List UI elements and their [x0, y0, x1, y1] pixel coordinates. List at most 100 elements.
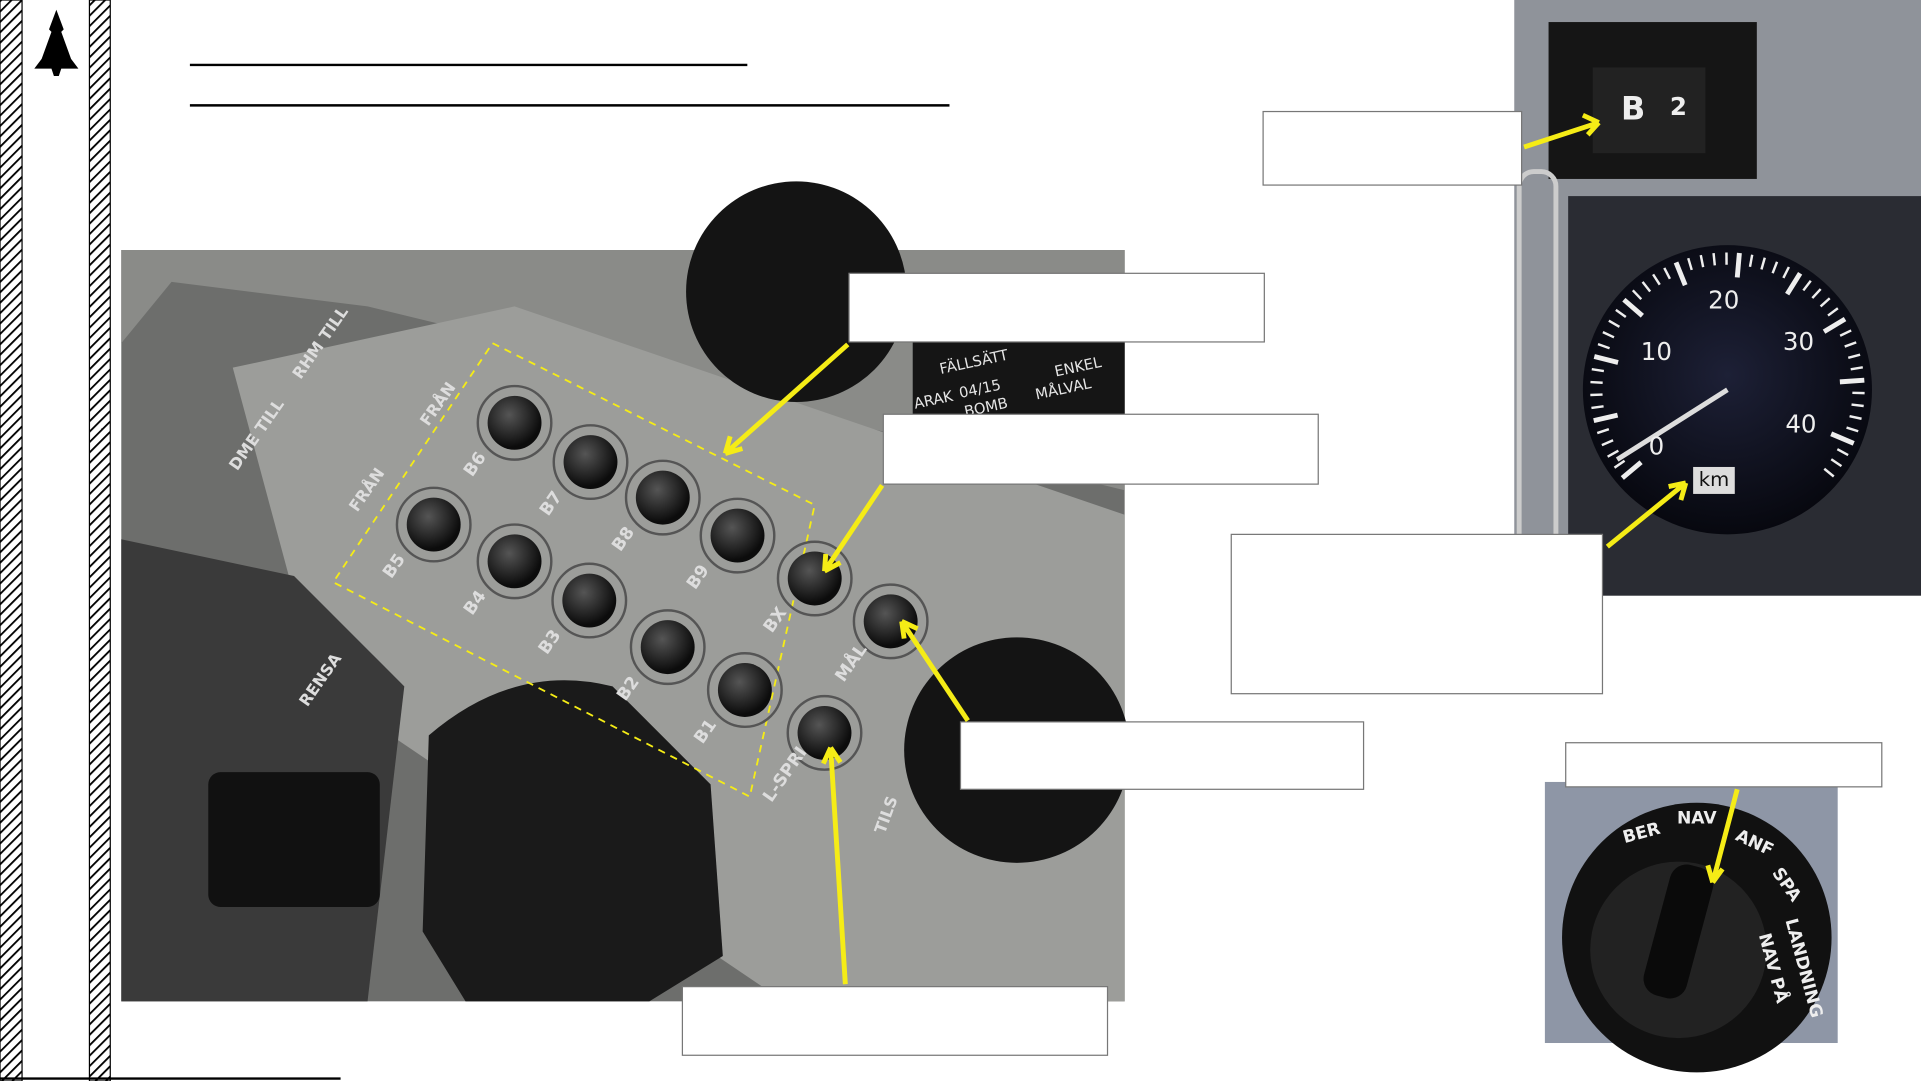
- push-button-ring: [776, 540, 853, 617]
- gauge-tick: [1785, 272, 1803, 296]
- callout-box: [1565, 742, 1883, 788]
- stick-grip: [422, 680, 723, 1002]
- gauge-number: 30: [1783, 327, 1814, 356]
- knob: [208, 772, 380, 907]
- arrow: [1523, 112, 1601, 150]
- gauge-tick: [1593, 354, 1619, 365]
- callout-box: [1262, 110, 1523, 186]
- push-button: [635, 470, 690, 525]
- gauge-tick: [1851, 403, 1864, 408]
- gauge-tick: [1822, 316, 1847, 334]
- counter-window: [1592, 67, 1706, 154]
- push-button-ring: [699, 497, 776, 574]
- counter-digit: B: [1621, 89, 1645, 127]
- gauge-tick: [1850, 366, 1864, 371]
- push-button-ring: [706, 652, 783, 729]
- gauge-tick: [1827, 307, 1839, 317]
- gauge-tick: [1608, 319, 1621, 328]
- gauge-tick: [1782, 266, 1790, 279]
- gauge-tick: [1734, 252, 1742, 278]
- arrow: [821, 746, 848, 985]
- push-button-ring: [852, 583, 929, 660]
- arrow: [822, 483, 885, 574]
- arrow: [1705, 788, 1740, 884]
- callout-box: [882, 413, 1319, 485]
- gauge-tick: [1620, 460, 1643, 480]
- push-button: [487, 395, 542, 450]
- gauge-tick: [1839, 377, 1865, 385]
- push-button-ring: [786, 694, 863, 771]
- gauge-tick: [1591, 368, 1605, 373]
- push-button-ring: [476, 384, 553, 461]
- gauge-tick: [1811, 288, 1822, 299]
- dial: [686, 181, 907, 403]
- side-bar: [0, 0, 23, 1081]
- gauge-tick: [1712, 253, 1717, 266]
- gauge-tick: [1846, 426, 1859, 433]
- gauge-tick: [1663, 267, 1672, 280]
- gauge-tick: [1844, 341, 1857, 348]
- gauge-tick: [1687, 257, 1693, 271]
- gauge-tick: [1830, 431, 1855, 446]
- placard: [912, 330, 1125, 417]
- callout-box: [1230, 533, 1604, 695]
- gauge-number: 10: [1641, 337, 1672, 366]
- push-button: [863, 594, 918, 649]
- push-button-ring: [551, 562, 628, 639]
- counter-digit: 2: [1670, 92, 1687, 121]
- gauge-needle: [1615, 387, 1729, 462]
- gauge-tick: [1593, 412, 1619, 424]
- gauge-tick: [1771, 261, 1779, 274]
- gauge-tick: [1849, 414, 1862, 420]
- gauge-tick: [1631, 289, 1643, 301]
- selector-label: NAV: [1677, 809, 1717, 829]
- gauge-number: 0: [1649, 431, 1665, 460]
- gauge-tick: [1597, 342, 1610, 350]
- gauge-number: 40: [1785, 409, 1816, 438]
- gauge-tick: [1613, 459, 1626, 469]
- gauge-tick: [1699, 254, 1705, 268]
- push-button-ring: [629, 609, 706, 686]
- gauge-tick: [1602, 331, 1615, 339]
- arrow: [1605, 480, 1689, 549]
- push-button: [563, 435, 618, 490]
- side-bar: [88, 0, 111, 1081]
- callout-box: [848, 272, 1265, 343]
- gauge-tick: [1607, 449, 1619, 458]
- push-button: [717, 663, 772, 717]
- gauge-tick: [1590, 380, 1603, 384]
- gauge-tick: [1748, 254, 1754, 268]
- gauge-tick: [1823, 467, 1835, 478]
- gauge-tick: [1760, 257, 1766, 270]
- arrow: [899, 619, 970, 723]
- gauge-tick: [1839, 329, 1852, 337]
- push-button: [487, 534, 542, 589]
- push-button: [710, 508, 765, 563]
- gauge-tick: [1596, 428, 1610, 435]
- callout-box: [681, 986, 1109, 1056]
- push-button-ring: [395, 486, 472, 563]
- gauge-tick: [1601, 439, 1614, 447]
- gauge-number: 20: [1708, 286, 1739, 315]
- gauge-tick: [1652, 273, 1661, 286]
- gauge-tick: [1641, 281, 1652, 293]
- gauge-tick: [1591, 405, 1604, 410]
- push-button: [406, 497, 461, 552]
- callouts: [681, 110, 1883, 1056]
- gauge-tick: [1615, 308, 1627, 318]
- gauge-tick: [1847, 353, 1861, 359]
- arrows: [722, 112, 1740, 985]
- unit-plate: [1693, 466, 1735, 494]
- aircraft-icon: [34, 9, 79, 76]
- callout-box: [959, 721, 1365, 790]
- push-button: [562, 573, 617, 628]
- push-button-ring: [476, 523, 553, 600]
- gauge-tick: [1830, 458, 1843, 468]
- gauge-tick: [1673, 261, 1688, 287]
- push-button: [797, 705, 852, 760]
- gauge-unit: km: [1699, 468, 1729, 491]
- push-button-ring: [552, 424, 629, 501]
- arrow: [722, 342, 850, 456]
